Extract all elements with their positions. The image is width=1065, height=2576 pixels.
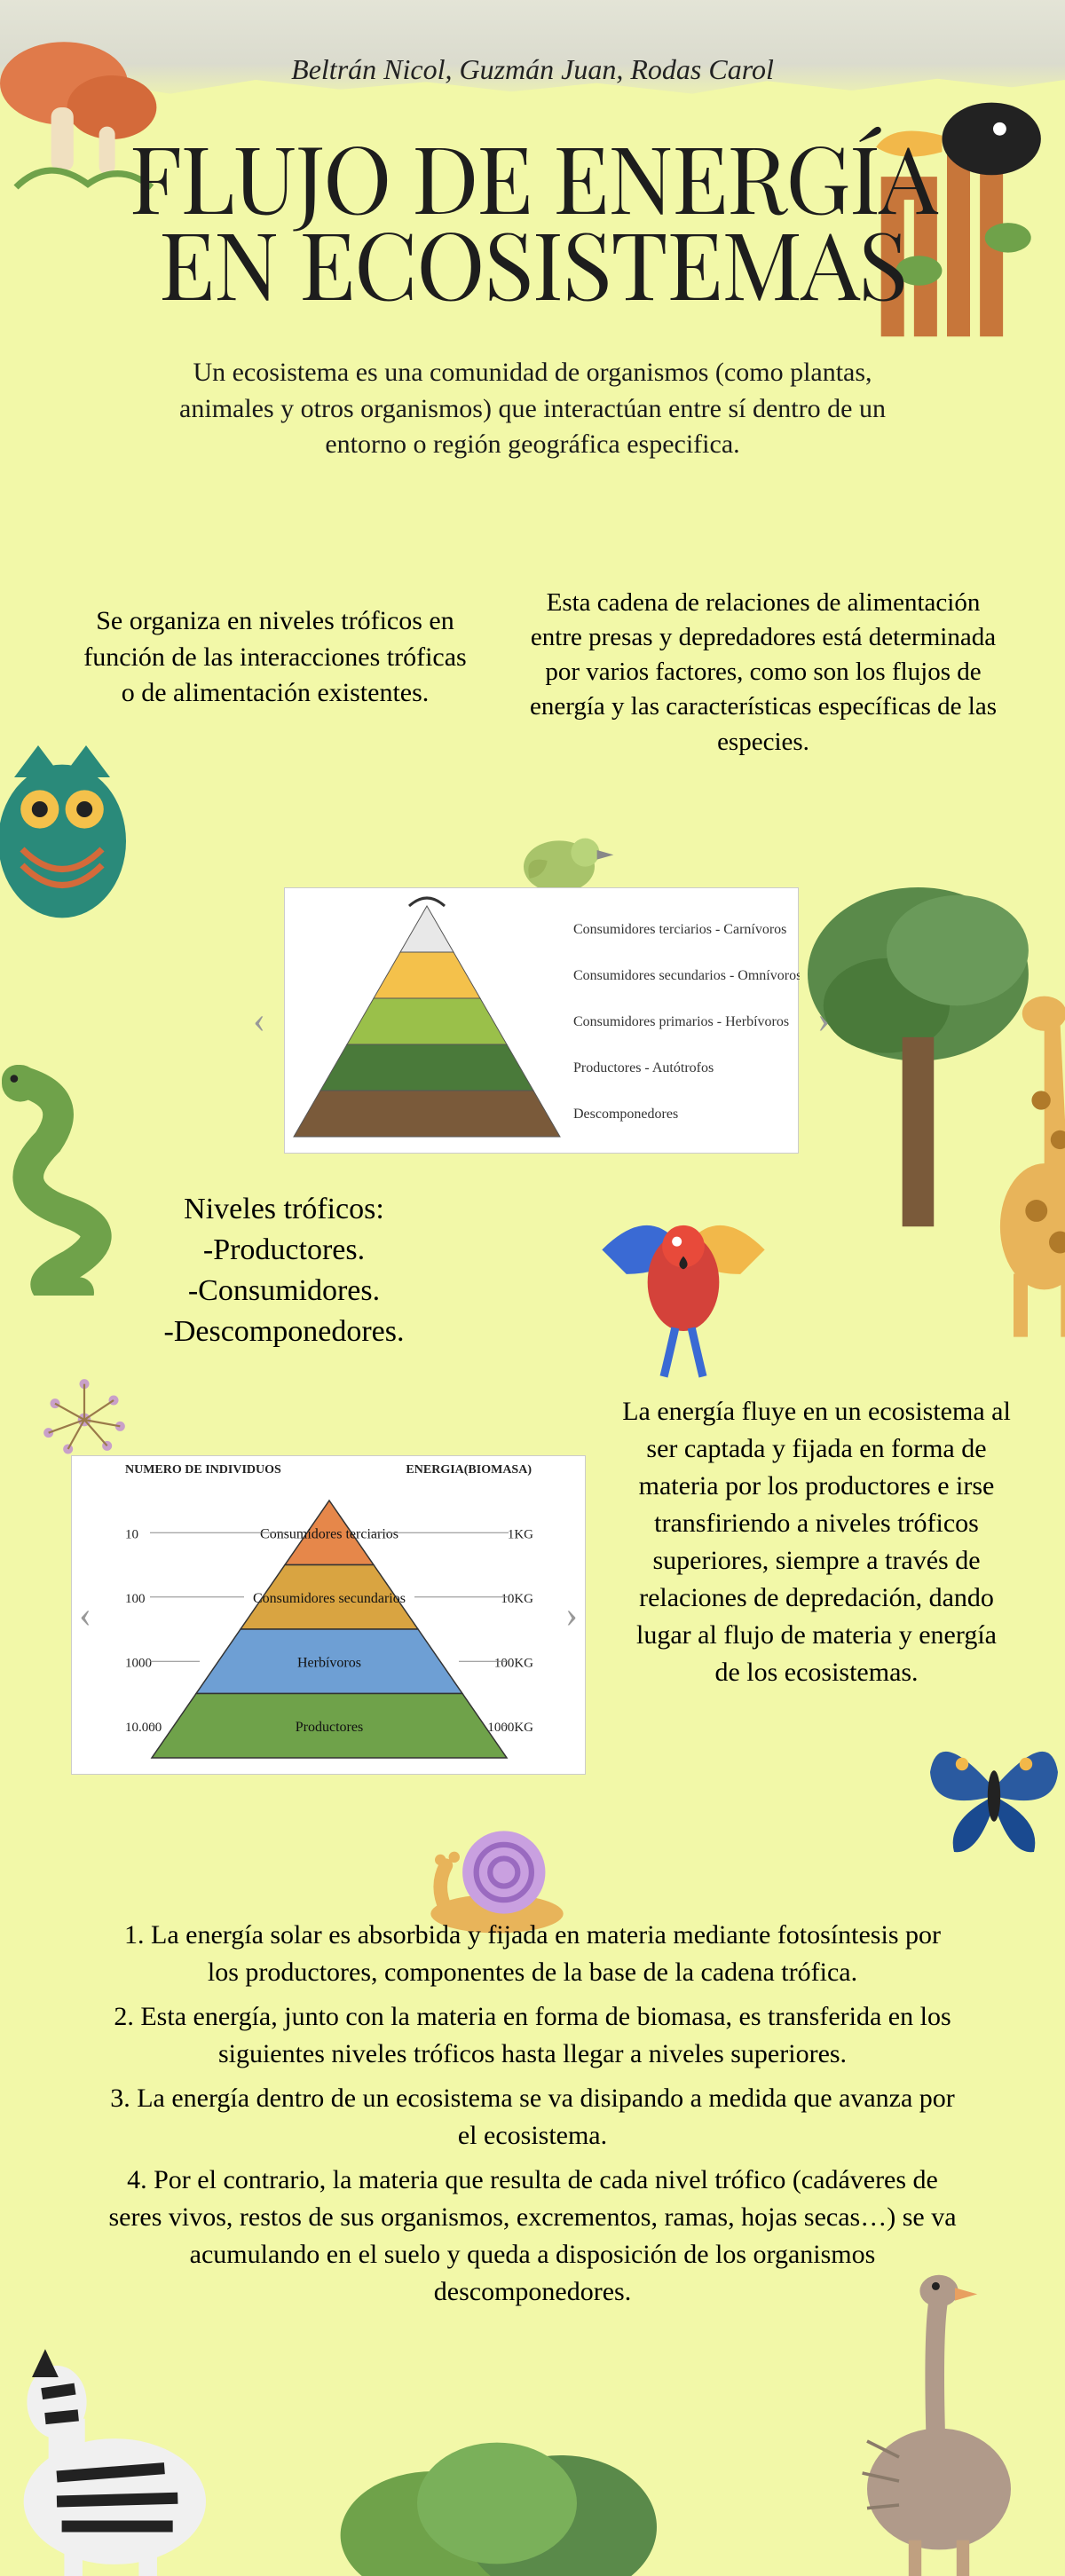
trophic-level-item: -Productores.	[98, 1230, 470, 1271]
svg-text:1KG: 1KG	[508, 1527, 533, 1541]
svg-text:100KG: 100KG	[494, 1656, 533, 1670]
title-line-2: EN ECOSISTEMAS	[0, 219, 1065, 305]
energy-step-3: 3. La energía dentro de un ecosistema se…	[106, 2080, 958, 2155]
authors-line: Beltrán Nicol, Guzmán Juan, Rodas Carol	[0, 53, 1065, 86]
svg-text:Consumidores primarios - Herbí: Consumidores primarios - Herbívoros	[573, 1014, 789, 1029]
trophic-levels-list: Niveles tróficos: -Productores. -Consumi…	[98, 1189, 470, 1352]
svg-text:10: 10	[125, 1527, 138, 1541]
trophic-pyramid-figure: ‹ › Consumidores terciarios - Carnívoros…	[284, 887, 799, 1154]
svg-text:Descomponedores: Descomponedores	[573, 1107, 678, 1122]
svg-text:10KG: 10KG	[501, 1592, 533, 1606]
energy-flow-paragraph: La energía fluye en un ecosistema al ser…	[621, 1393, 1012, 1691]
trophic-pyramid-svg: Consumidores terciarios - Carnívoros Cons…	[285, 888, 800, 1154]
trophic-levels-heading: Niveles tróficos:	[98, 1189, 470, 1230]
pyramid2-header-right: ENERGIA(BIOMASA)	[406, 1463, 532, 1477]
tree-giraffe-icon	[808, 861, 1065, 1340]
svg-text:Consumidores secundarios: Consumidores secundarios	[253, 1591, 406, 1606]
svg-text:Productores - Autótrofos: Productores - Autótrofos	[573, 1060, 714, 1075]
butterfly-icon	[914, 1708, 1065, 1868]
svg-text:1000: 1000	[125, 1656, 152, 1670]
snail-icon	[417, 1810, 577, 1934]
carousel-prev-icon[interactable]: ‹	[79, 1594, 91, 1636]
biomass-pyramid-figure: ‹ › NUMERO DE INDIVIDUOS ENERGIA(BIOMASA…	[71, 1455, 586, 1775]
svg-text:Consumidores secundarios - Omn: Consumidores secundarios - Omnívoros y c…	[573, 968, 800, 983]
trophic-level-item: -Descomponedores.	[98, 1312, 470, 1352]
column-left-text: Se organiza en niveles tróficos en funci…	[80, 603, 470, 712]
svg-text:Consumidores terciarios - Carn: Consumidores terciarios - Carnívoros	[573, 922, 786, 937]
biomass-pyramid-svg: Consumidores terciarios 10 1KG Consumidores…	[72, 1456, 587, 1776]
energy-steps-list: 1. La energía solar es absorbida y fijad…	[106, 1917, 958, 2318]
carousel-next-icon[interactable]: ›	[565, 1594, 578, 1636]
owl-icon	[0, 728, 142, 923]
infographic-canvas: Beltrán Nicol, Guzmán Juan, Rodas Carol …	[0, 0, 1065, 2576]
bush-icon	[337, 2390, 657, 2576]
svg-text:1000KG: 1000KG	[487, 1721, 533, 1735]
sparkle-icon	[36, 1371, 133, 1469]
intro-paragraph: Un ecosistema es una comunidad de organi…	[146, 355, 919, 463]
svg-text:100: 100	[125, 1592, 146, 1606]
energy-step-4: 4. Por el contrario, la materia que resu…	[106, 2162, 958, 2311]
svg-text:Productores: Productores	[296, 1720, 363, 1735]
svg-text:10.000: 10.000	[125, 1721, 162, 1735]
trophic-level-item: -Consumidores.	[98, 1271, 470, 1312]
energy-step-1: 1. La energía solar es absorbida y fijad…	[106, 1917, 958, 1991]
zebra-icon	[0, 2319, 231, 2576]
svg-text:Herbívoros: Herbívoros	[297, 1655, 361, 1670]
carousel-next-icon[interactable]: ›	[817, 999, 830, 1042]
pyramid2-header-left: NUMERO DE INDIVIDUOS	[125, 1463, 281, 1477]
energy-step-2: 2. Esta energía, junto con la materia en…	[106, 1998, 958, 2073]
title-block: FLUJO DE ENERGÍA EN ECOSISTEMAS	[0, 133, 1065, 304]
parrot-icon	[586, 1185, 781, 1380]
carousel-prev-icon[interactable]: ‹	[253, 999, 265, 1042]
column-right-text: Esta cadena de relaciones de alimentació…	[524, 586, 1003, 760]
svg-text:Consumidores terciarios: Consumidores terciarios	[260, 1526, 398, 1541]
